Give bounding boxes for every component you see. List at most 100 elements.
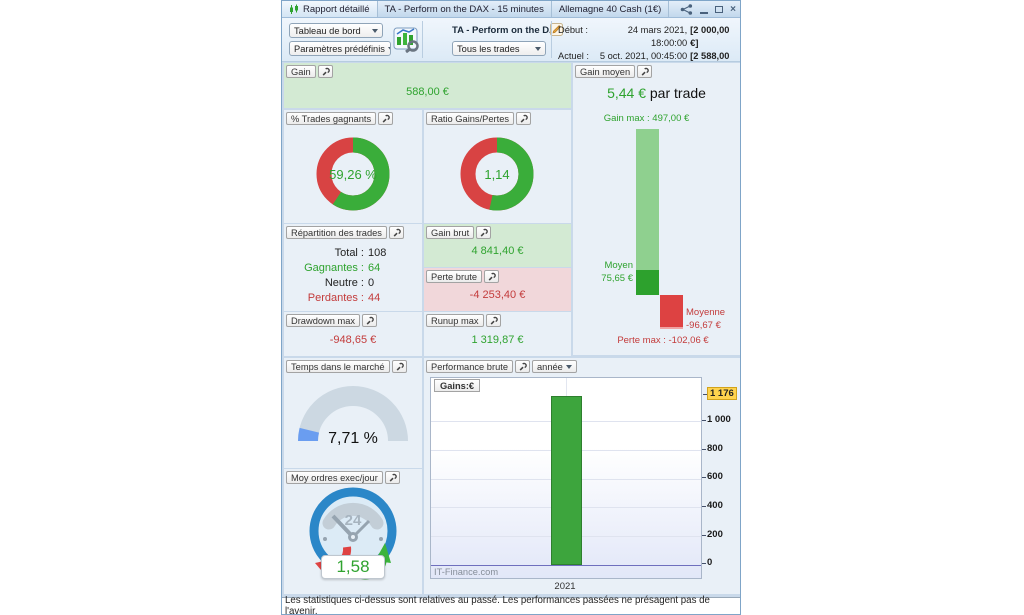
period-value: année	[537, 361, 563, 372]
panel-repartition: Répartition des trades Total : 108 Gagna…	[284, 224, 422, 311]
panel-perte-brute-label: Perte brute	[426, 270, 482, 283]
wrench-icon[interactable]	[388, 226, 404, 239]
repartition-row-neutral: Neutre : 0	[284, 276, 410, 291]
wrench-icon[interactable]	[391, 360, 407, 373]
panel-performance: Performance brute année Gains:€	[424, 358, 740, 594]
panel-drawdown: Drawdown max -948,65 €	[284, 312, 422, 356]
row-value: 0	[368, 277, 375, 289]
wrench-icon[interactable]	[515, 360, 530, 373]
maximize-icon[interactable]	[715, 6, 724, 13]
start-row: Début : 24 mars 2021, 18:00:00 [2 000,00…	[558, 24, 740, 50]
close-icon[interactable]: ×	[730, 3, 736, 15]
gain-brut-value: 4 841,40 €	[471, 245, 524, 257]
row-value: 108	[368, 247, 387, 259]
loss-bar	[660, 295, 683, 329]
repartition-row-losers: Perdantes : 44	[284, 291, 410, 306]
panel-performance-label: Performance brute	[426, 360, 513, 373]
app-window: Rapport détaillé TA - Perform on the DAX…	[281, 0, 741, 615]
gain-moyen-suffix: par trade	[646, 85, 706, 101]
start-label: Début :	[558, 25, 588, 35]
time-in-market-value: 7,71 %	[328, 430, 378, 447]
moyen-labels: Moyen 75,65 €	[601, 259, 633, 285]
period-select[interactable]: année	[532, 360, 577, 373]
repartition-rows: Total : 108 Gagnantes : 64 Neutre : 0 Pe…	[284, 246, 410, 306]
panel-temps-marche-label: Temps dans le marché	[286, 360, 390, 373]
status-bar: Les statistiques ci-dessus sont relative…	[282, 595, 740, 615]
panel-temps-marche: Temps dans le marché 7,71 %	[284, 358, 422, 468]
runup-value: 1 319,87 €	[471, 334, 524, 346]
zero-line	[431, 565, 701, 566]
y-tick-label: 800	[702, 443, 723, 454]
panel-gain-brut: Gain brut 4 841,40 €	[424, 224, 571, 267]
gain-moyen-segment	[636, 270, 659, 295]
chevron-down-icon	[372, 28, 378, 33]
edit-icon[interactable]	[550, 23, 563, 36]
ratio-value: 1,14	[484, 167, 510, 182]
ratio-donut: 1,14	[453, 130, 541, 218]
dashboard-content: Gain 588,00 € % Trades gagnants 59,2	[282, 62, 740, 598]
moyen-value: 75,65 €	[601, 273, 633, 284]
row-label: Perdantes :	[307, 292, 364, 304]
tab-instrument[interactable]: Allemagne 40 Cash (1€)	[552, 1, 670, 17]
panel-gain-moyen-label: Gain moyen	[575, 65, 636, 78]
repartition-row-winners: Gagnantes : 64	[284, 261, 410, 276]
presets-select[interactable]: Paramètres prédéfinis	[289, 41, 391, 56]
panel-runup-label: Runup max	[426, 314, 484, 327]
wrench-icon[interactable]	[384, 471, 400, 484]
gain-moyen-value: 5,44 €	[607, 85, 646, 101]
wrench-icon[interactable]	[476, 226, 492, 239]
dashboard-select[interactable]: Tableau de bord	[289, 23, 383, 38]
panel-ratio: Ratio Gains/Pertes 1,14	[424, 110, 571, 223]
panel-repartition-label: Répartition des trades	[286, 226, 387, 239]
panel-gain-label: Gain	[286, 65, 316, 78]
row-value: 44	[368, 292, 381, 304]
tab-strategy[interactable]: TA - Perform on the DAX - 15 minutes	[378, 1, 552, 17]
wrench-icon[interactable]	[516, 112, 532, 125]
gain-value: 588,00 €	[406, 86, 449, 98]
performance-bar	[551, 396, 582, 565]
wrench-icon[interactable]	[637, 65, 653, 78]
row-label: Total :	[334, 247, 364, 259]
y-tick-label: 600	[702, 471, 723, 482]
current-label: Actuel :	[558, 51, 590, 61]
gain-max-label: Gain max : 497,00 €	[603, 113, 690, 124]
performance-plot: Gains:€ IT-Finance.com	[430, 377, 702, 579]
wrench-icon[interactable]	[485, 314, 501, 327]
loss-moyenne-segment	[660, 295, 683, 327]
tab-rapport-detaille[interactable]: Rapport détaillé	[282, 1, 378, 17]
wrench-icon[interactable]	[317, 65, 333, 78]
status-text: Les statistiques ci-dessus sont relative…	[285, 595, 710, 615]
y-tick-label: 200	[702, 529, 723, 540]
presets-select-value: Paramètres prédéfinis	[294, 43, 385, 54]
trades-filter-select[interactable]: Tous les trades	[452, 41, 546, 56]
strategy-settings-icon[interactable]	[393, 26, 420, 53]
panel-drawdown-label: Drawdown max	[286, 314, 361, 327]
y-tick-label: 0	[701, 557, 713, 568]
gain-bar	[636, 129, 659, 295]
panel-runup: Runup max 1 319,87 €	[424, 312, 571, 356]
title-bar: Rapport détaillé TA - Perform on the DAX…	[282, 1, 740, 18]
toolbar-divider	[551, 21, 552, 58]
trades-filter-value: Tous les trades	[457, 43, 520, 54]
tab-label: Rapport détaillé	[303, 3, 370, 15]
panel-gain-brut-label: Gain brut	[426, 226, 475, 239]
winning-trades-donut: 59,26 %	[309, 130, 397, 218]
panel-gain-moyen: Gain moyen 5,44 € par trade Gain max : 4…	[573, 63, 740, 355]
share-icon[interactable]	[680, 4, 693, 15]
row-label: Gagnantes :	[304, 262, 364, 274]
wrench-icon[interactable]	[378, 112, 394, 125]
repartition-row-total: Total : 108	[284, 246, 410, 261]
tab-label: TA - Perform on the DAX - 15 minutes	[384, 3, 544, 15]
report-chart-icon	[290, 4, 298, 14]
minimize-icon[interactable]	[700, 11, 709, 14]
panel-gain: Gain 588,00 €	[284, 63, 571, 108]
wrench-icon[interactable]	[362, 314, 378, 327]
moyen-label: Moyen	[604, 260, 633, 271]
dashboard-select-value: Tableau de bord	[294, 25, 361, 36]
wrench-icon[interactable]	[484, 270, 499, 283]
panel-moy-ordres: Moy ordres exec/jour 24 1,58	[284, 469, 422, 594]
y-tick-label: 1 000	[702, 414, 731, 425]
panel-ratio-label: Ratio Gains/Pertes	[426, 112, 515, 125]
row-value: 64	[368, 262, 381, 274]
